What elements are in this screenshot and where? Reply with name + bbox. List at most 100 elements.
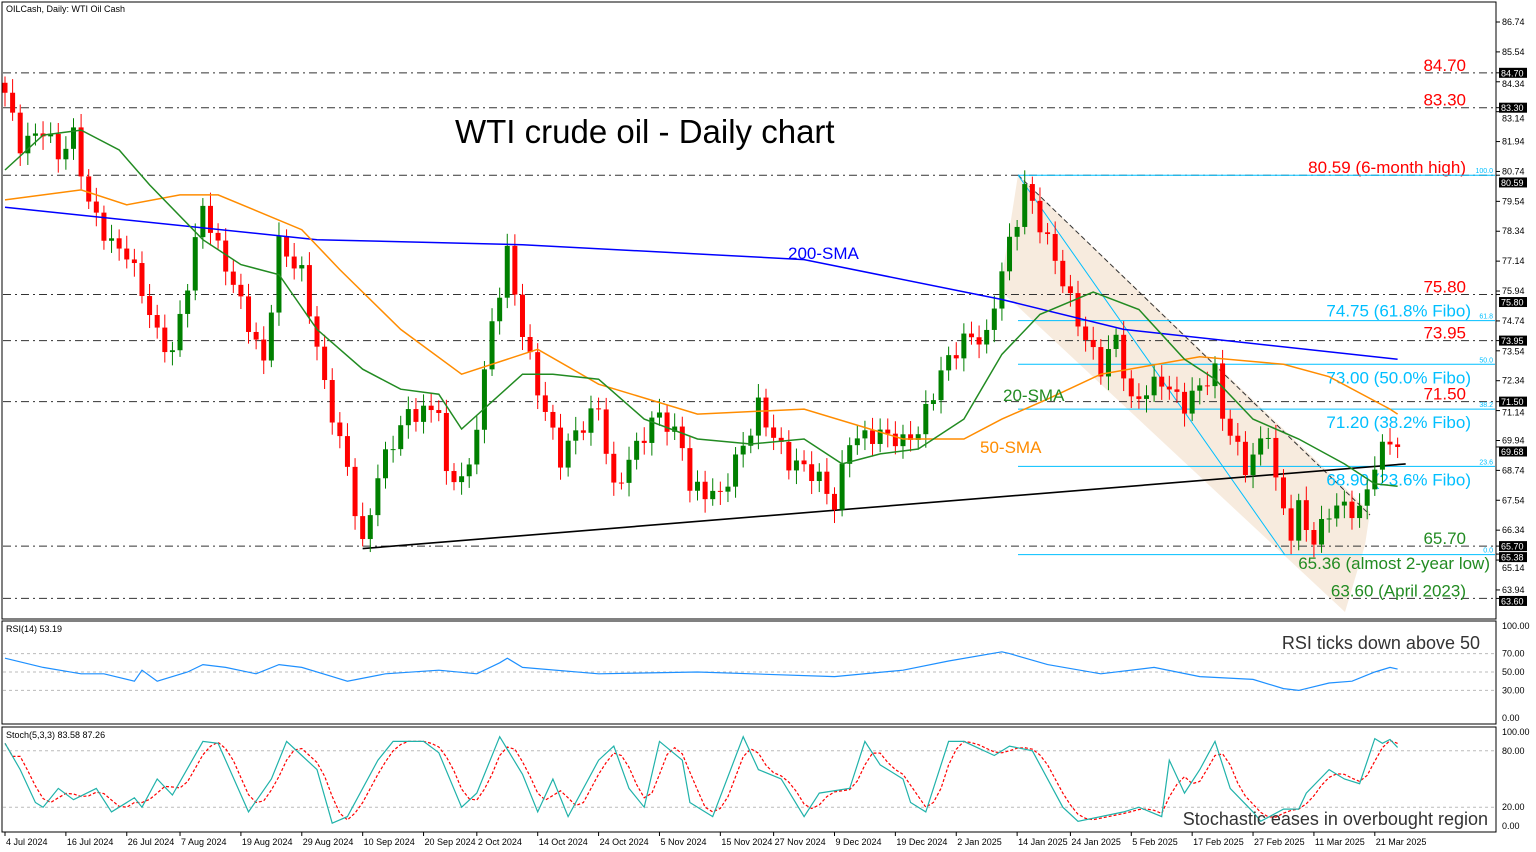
rsi-annotation: RSI ticks down above 50 <box>1282 633 1480 653</box>
y-tick-label: 72.34 <box>1502 376 1525 386</box>
candle <box>131 259 137 264</box>
x-tick-label: 19 Dec 2024 <box>896 837 947 847</box>
candle <box>78 127 84 177</box>
fibo-label: 68.90 (23.6% Fibo) <box>1326 470 1471 489</box>
candle <box>695 481 701 491</box>
level-label: 75.80 <box>1423 278 1466 297</box>
candle <box>1151 376 1157 396</box>
candle <box>93 201 99 213</box>
stoch-k-line <box>4 735 1399 825</box>
candle <box>1357 505 1363 519</box>
candle <box>687 448 693 491</box>
candle <box>246 296 252 332</box>
y-tick-label: 81.94 <box>1502 137 1525 147</box>
x-tick-label: 29 Aug 2024 <box>303 837 354 847</box>
candle <box>588 408 594 433</box>
candle <box>1098 347 1104 377</box>
x-tick-label: 14 Jan 2025 <box>1018 837 1068 847</box>
rsi-header: RSI(14) 53.19 <box>6 624 62 634</box>
candle <box>1136 396 1142 399</box>
support-trendline <box>362 463 1406 550</box>
candle <box>854 438 860 446</box>
fibo-pct: 61.8 <box>1479 314 1493 321</box>
candle <box>580 430 586 433</box>
x-tick-label: 17 Feb 2025 <box>1193 837 1244 847</box>
price-box-label: 73.95 <box>1501 336 1524 346</box>
candle <box>451 471 457 483</box>
y-tick-label: 85.54 <box>1502 47 1525 57</box>
fibo-pct: 100.0 <box>1475 168 1493 175</box>
candle <box>360 516 366 540</box>
x-tick-label: 27 Feb 2025 <box>1254 837 1305 847</box>
chart-title: WTI crude oil - Daily chart <box>455 113 835 150</box>
fibo-label: 74.75 (61.8% Fibo) <box>1326 302 1471 321</box>
candle <box>1296 500 1302 541</box>
candle <box>793 460 799 471</box>
candle <box>961 333 967 359</box>
candle <box>268 312 274 361</box>
candle <box>238 284 244 297</box>
stoch-panel <box>1 726 1497 833</box>
candle <box>1242 441 1248 476</box>
candle <box>1364 489 1370 506</box>
sma50-label: 50-SMA <box>980 438 1042 457</box>
y-tick-label: 65.14 <box>1502 563 1525 573</box>
candle <box>375 478 381 516</box>
candle <box>968 333 974 338</box>
rsi-line <box>4 651 1398 692</box>
candle <box>1379 441 1385 470</box>
rsi-tick-label: 0.00 <box>1502 713 1520 723</box>
x-tick-label: 5 Nov 2024 <box>660 837 706 847</box>
candle <box>2 82 8 93</box>
candle <box>740 445 746 455</box>
stoch-annotation: Stochastic eases in overbought region <box>1183 809 1488 829</box>
candle <box>1105 348 1111 377</box>
candle <box>70 127 76 149</box>
x-tick-label: 2 Jan 2025 <box>957 837 1002 847</box>
channel-upper-line <box>1017 174 1371 516</box>
candle <box>466 464 472 477</box>
candle <box>1227 418 1233 436</box>
candle <box>908 434 914 440</box>
candle <box>565 440 571 468</box>
x-tick-label: 15 Nov 2024 <box>721 837 772 847</box>
price-box <box>1499 335 1527 346</box>
price-box-label: 83.30 <box>1501 103 1524 113</box>
candle <box>999 271 1005 309</box>
candle <box>733 454 739 487</box>
candle <box>154 315 160 328</box>
y-tick-label: 63.94 <box>1502 585 1525 595</box>
candle <box>991 308 997 330</box>
price-box <box>1499 552 1527 563</box>
candle <box>291 256 297 269</box>
candle <box>542 395 548 412</box>
candle <box>398 425 404 450</box>
y-tick-label: 83.14 <box>1502 114 1525 124</box>
candle <box>101 212 107 241</box>
rsi-tick-label: 70.00 <box>1502 649 1525 659</box>
y-tick-label: 84.34 <box>1502 79 1525 89</box>
candle <box>1319 518 1325 545</box>
price-box <box>1499 297 1527 308</box>
y-tick-label: 79.54 <box>1502 196 1525 206</box>
candle <box>1182 391 1188 414</box>
candle <box>679 426 685 449</box>
y-tick-label: 74.74 <box>1502 316 1525 326</box>
price-box-label: 69.68 <box>1501 447 1524 457</box>
support-trendline-line <box>362 463 1406 550</box>
stoch-header: Stoch(5,3,3) 83.58 87.26 <box>6 730 105 740</box>
fibonacci-levels: 100.0 61.8 74.75 (61.8% Fibo) 50.0 73.00 (50… <box>1018 168 1495 556</box>
candle <box>816 471 822 482</box>
candle <box>611 453 617 483</box>
price-box <box>1499 595 1527 606</box>
candle <box>641 440 647 443</box>
candle <box>17 112 23 154</box>
candle <box>322 346 328 381</box>
candle <box>162 327 168 353</box>
rsi-tick-label: 100.00 <box>1502 621 1530 631</box>
fibo-label: 71.20 (38.2% Fibo) <box>1326 413 1471 432</box>
y-tick-label: 73.54 <box>1502 347 1525 357</box>
x-tick-label: 10 Sep 2024 <box>364 837 415 847</box>
candle <box>10 92 16 113</box>
